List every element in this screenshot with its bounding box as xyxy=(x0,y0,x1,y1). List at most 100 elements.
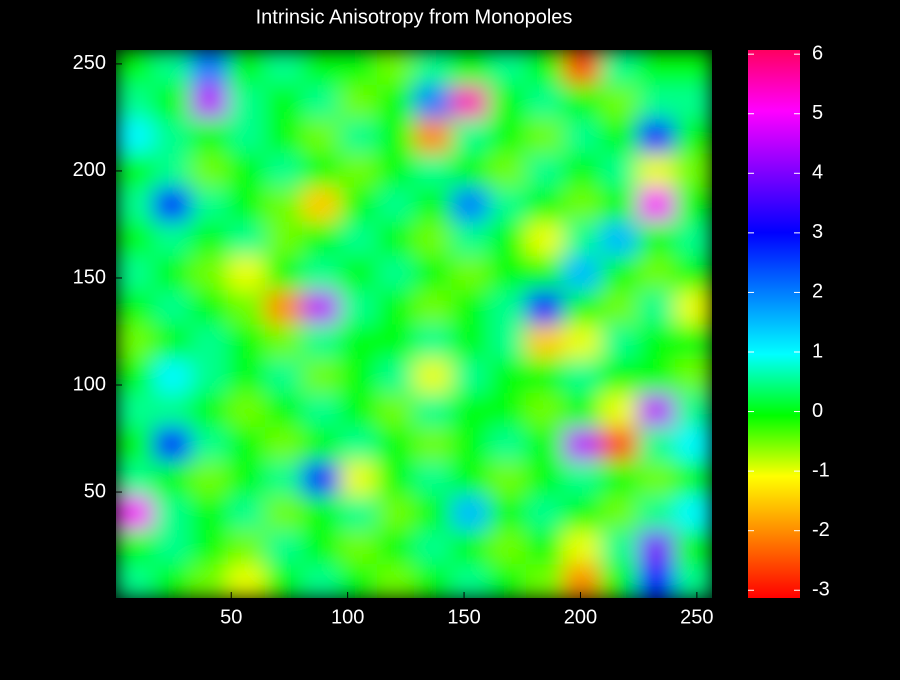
heat-cell xyxy=(414,152,452,188)
heat-cell xyxy=(674,461,712,496)
heat-cell xyxy=(376,289,415,325)
x-tick-label: 150 xyxy=(447,606,480,628)
heat-cell xyxy=(339,563,378,598)
heat-cell xyxy=(339,426,378,462)
heat-cell xyxy=(488,221,527,256)
heat-cell xyxy=(265,495,303,530)
heat-cell xyxy=(414,324,452,359)
heat-cell xyxy=(302,289,340,325)
heat-cell xyxy=(302,84,340,119)
y-tick-label: 50 xyxy=(84,480,106,502)
y-tick-label: 100 xyxy=(73,373,106,395)
heat-cell xyxy=(488,324,527,359)
heat-cell xyxy=(190,563,229,598)
heat-cell xyxy=(414,461,452,496)
heat-cell xyxy=(153,187,191,222)
heat-cell xyxy=(302,426,340,462)
y-tick-label: 250 xyxy=(73,52,106,74)
colorbar xyxy=(748,50,800,598)
heat-cell xyxy=(265,324,303,359)
heat-cell xyxy=(637,495,676,530)
heat-cell xyxy=(153,84,191,119)
heat-cell xyxy=(563,461,601,496)
heat-cell xyxy=(414,289,452,325)
heat-cell xyxy=(563,84,601,119)
heat-cell xyxy=(265,50,303,85)
heat-cell xyxy=(339,324,378,359)
y-tick-label: 200 xyxy=(73,159,106,181)
heat-cell xyxy=(451,289,489,325)
heat-cell xyxy=(525,563,564,598)
heat-cell xyxy=(376,84,415,119)
heat-cell xyxy=(302,324,340,359)
heat-cell xyxy=(600,358,638,393)
heat-cell xyxy=(674,152,712,188)
heat-cell xyxy=(116,152,154,188)
heat-cell xyxy=(600,426,638,462)
heat-cell xyxy=(525,255,564,291)
colorbar-tick-label: -2 xyxy=(812,519,830,541)
heat-cell xyxy=(339,221,378,256)
heat-cell xyxy=(674,495,712,530)
heat-cell xyxy=(525,50,564,85)
heat-cell xyxy=(339,392,378,428)
heat-cell xyxy=(376,255,415,291)
heat-cell xyxy=(525,392,564,428)
heat-cell xyxy=(302,152,340,188)
heat-cell xyxy=(339,358,378,393)
heat-cell xyxy=(525,221,564,256)
chart-title: Intrinsic Anisotropy from Monopoles xyxy=(256,6,573,28)
heat-cell xyxy=(525,358,564,393)
heat-cell xyxy=(451,392,489,428)
heat-cell xyxy=(302,118,340,154)
heat-cell xyxy=(451,255,489,291)
heat-cell xyxy=(674,50,712,85)
heat-cell xyxy=(153,50,191,85)
heat-cell xyxy=(563,358,601,393)
heat-cell xyxy=(414,495,452,530)
x-tick-label: 100 xyxy=(331,606,364,628)
heat-cell xyxy=(116,426,154,462)
heat-cell xyxy=(637,187,676,222)
heat-cell xyxy=(376,118,415,154)
heat-cell xyxy=(190,289,229,325)
heat-cell xyxy=(190,324,229,359)
heat-cell xyxy=(302,50,340,85)
y-tick-label: 150 xyxy=(73,266,106,288)
heat-cell xyxy=(451,221,489,256)
heat-cell xyxy=(190,461,229,496)
heat-cell xyxy=(227,358,266,393)
x-tick-label: 50 xyxy=(220,606,242,628)
heat-cell xyxy=(265,563,303,598)
heat-cell xyxy=(116,255,154,291)
heat-cell xyxy=(376,495,415,530)
heat-cell xyxy=(674,324,712,359)
heat-cell xyxy=(414,187,452,222)
heat-cell xyxy=(376,358,415,393)
heat-cell xyxy=(525,289,564,325)
heat-cell xyxy=(116,529,154,565)
heat-cell xyxy=(451,118,489,154)
heat-cell xyxy=(190,187,229,222)
heat-cell xyxy=(227,495,266,530)
heat-cell xyxy=(563,529,601,565)
heat-cell xyxy=(414,255,452,291)
heat-cell xyxy=(600,529,638,565)
heat-cell xyxy=(525,529,564,565)
heat-cell xyxy=(339,289,378,325)
colorbar-tick-label: 1 xyxy=(812,340,823,362)
heat-cell xyxy=(600,392,638,428)
heat-cell xyxy=(563,324,601,359)
heat-cell xyxy=(563,495,601,530)
heat-cell xyxy=(525,426,564,462)
heat-cell xyxy=(153,529,191,565)
heat-cell xyxy=(414,392,452,428)
heat-cell xyxy=(414,118,452,154)
x-tick-label: 250 xyxy=(680,606,713,628)
heat-cell xyxy=(302,358,340,393)
heat-cell xyxy=(600,461,638,496)
heat-cell xyxy=(674,358,712,393)
heat-cell xyxy=(600,324,638,359)
heat-cell xyxy=(339,152,378,188)
heat-cell xyxy=(190,152,229,188)
